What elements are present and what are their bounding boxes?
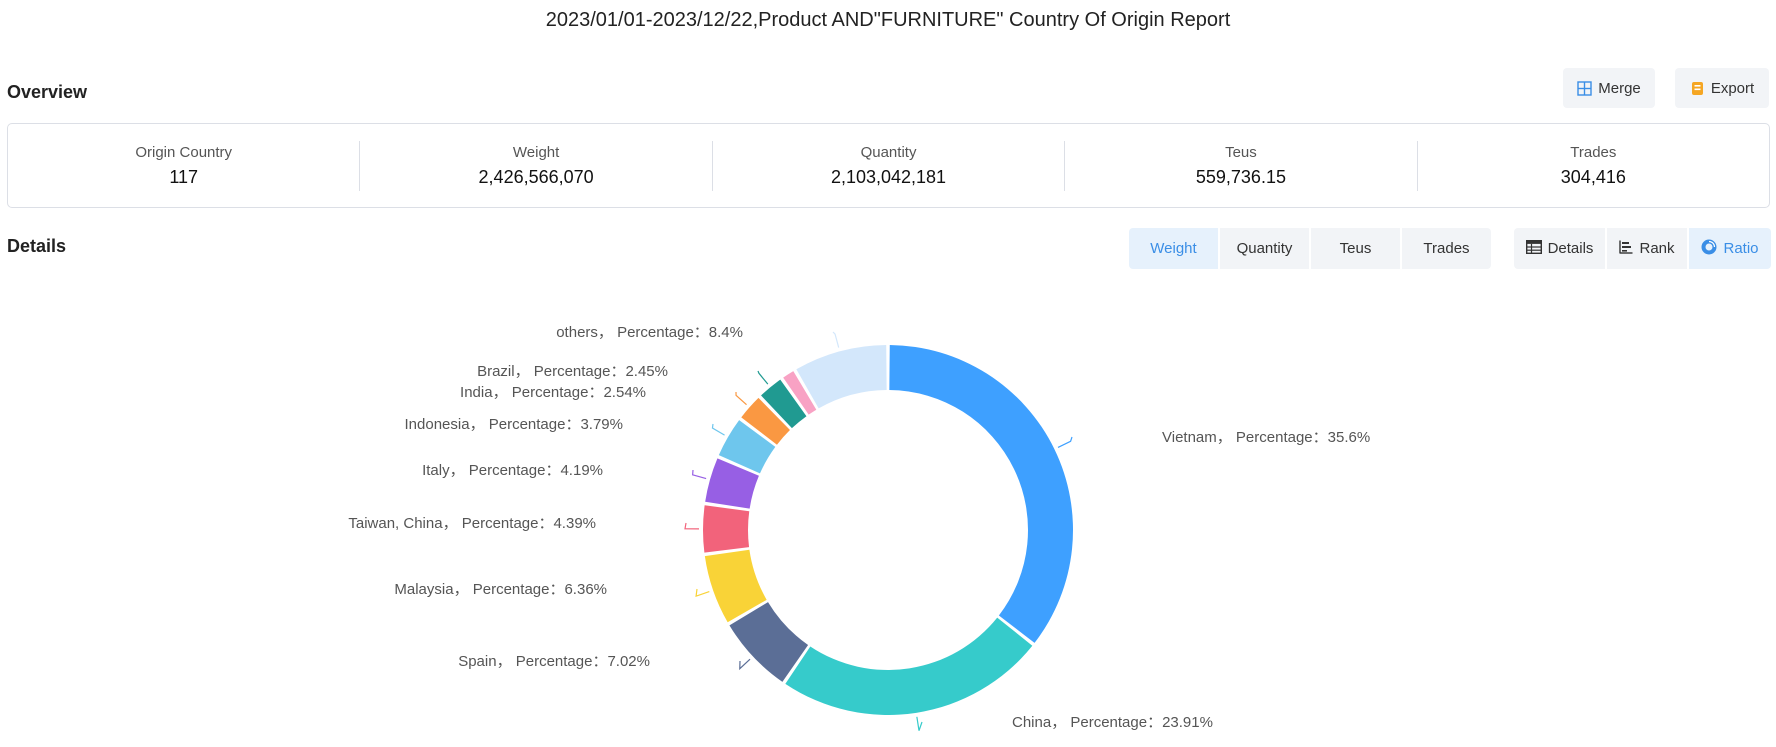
export-button[interactable]: Export xyxy=(1675,68,1769,108)
view-details-tab[interactable]: Details xyxy=(1514,228,1605,269)
leader-line xyxy=(757,370,769,385)
slice-label: Vietnam， Percentage：35.6% xyxy=(1162,429,1370,446)
export-icon xyxy=(1690,81,1705,96)
tab-weight[interactable]: Weight xyxy=(1129,228,1218,269)
donut-slice-taiwan-china[interactable] xyxy=(703,505,750,553)
stat-label: Origin Country xyxy=(135,143,233,161)
view-details-label: Details xyxy=(1547,240,1594,257)
stat-value: 304,416 xyxy=(1560,166,1626,187)
donut-slice-vietnam[interactable] xyxy=(889,345,1073,643)
view-tabs: Details Rank Ratio xyxy=(1514,228,1771,269)
stat-label: Trades xyxy=(1570,143,1617,161)
donut-icon xyxy=(1701,239,1717,259)
donut-leader-lines xyxy=(684,331,1073,731)
leader-line xyxy=(832,331,840,348)
donut-slice-brazil[interactable] xyxy=(761,379,807,429)
leader-line xyxy=(711,423,725,436)
leader-line xyxy=(695,588,710,598)
tab-trades[interactable]: Trades xyxy=(1402,228,1491,269)
slice-label: Brazil， Percentage：2.45% xyxy=(477,363,668,380)
stat-trades: Trades 304,416 xyxy=(1418,141,1769,191)
donut-slice-spain[interactable] xyxy=(729,602,809,682)
stat-value: 2,426,566,070 xyxy=(478,166,594,187)
leader-line xyxy=(916,716,923,731)
view-rank-tab[interactable]: Rank xyxy=(1607,228,1687,269)
stat-weight: Weight 2,426,566,070 xyxy=(360,140,713,191)
merge-icon xyxy=(1577,80,1592,96)
donut-labels: Vietnam， Percentage：35.6% China， Percenta… xyxy=(348,324,1370,731)
donut-slice-italy[interactable] xyxy=(705,458,759,509)
donut-slices xyxy=(703,345,1073,715)
metric-tabs: Weight Quantity Teus Trades xyxy=(1129,228,1491,269)
bar-rank-icon xyxy=(1619,240,1633,258)
stat-label: Teus xyxy=(1225,143,1257,161)
leader-line xyxy=(1057,436,1073,448)
view-ratio-tab[interactable]: Ratio xyxy=(1689,228,1771,269)
donut-slice-india[interactable] xyxy=(741,397,790,445)
stat-label: Weight xyxy=(512,143,560,161)
donut-slice-unlabeled[interactable] xyxy=(783,371,817,415)
overview-card: Origin Country 117 Weight 2,426,566,070 … xyxy=(7,123,1770,208)
slice-label: Malaysia， Percentage：6.36% xyxy=(394,581,607,598)
slice-label: India， Percentage：2.54% xyxy=(460,384,646,401)
donut-slice-others[interactable] xyxy=(796,345,887,409)
leader-line xyxy=(692,469,707,480)
donut-slice-china[interactable] xyxy=(785,617,1033,715)
stat-value: 559,736.15 xyxy=(1195,166,1286,187)
donut-slice-malaysia[interactable] xyxy=(704,549,767,623)
merge-label: Merge xyxy=(1598,79,1641,97)
tab-quantity[interactable]: Quantity xyxy=(1220,228,1309,269)
export-label: Export xyxy=(1710,79,1755,97)
report-title: 2023/01/01-2023/12/22,Product AND"FURNIT… xyxy=(545,9,1231,31)
slice-label: others， Percentage：8.4% xyxy=(556,324,743,341)
overview-title: Overview xyxy=(7,82,88,102)
stat-quantity: Quantity 2,103,042,181 xyxy=(713,140,1066,191)
slice-label: Indonesia， Percentage：3.79% xyxy=(405,416,623,433)
leader-line xyxy=(684,522,700,530)
leader-line xyxy=(739,658,751,671)
stat-value: 117 xyxy=(169,166,199,187)
leader-line xyxy=(735,391,747,406)
table-icon xyxy=(1525,239,1542,258)
stat-value: 2,103,042,181 xyxy=(830,166,947,187)
slice-label: China， Percentage：23.91% xyxy=(1012,714,1213,731)
details-title: Details xyxy=(7,236,67,256)
stat-teus: Teus 559,736.15 xyxy=(1065,140,1418,191)
slice-label: Spain， Percentage：7.02% xyxy=(458,653,650,670)
merge-button[interactable]: Merge xyxy=(1563,68,1655,108)
donut-slice-indonesia[interactable] xyxy=(718,420,776,474)
slice-label: Taiwan, China， Percentage：4.39% xyxy=(348,515,596,532)
slice-label: Italy， Percentage：4.19% xyxy=(422,462,603,479)
tab-teus[interactable]: Teus xyxy=(1311,228,1400,269)
view-rank-label: Rank xyxy=(1639,240,1675,257)
view-ratio-label: Ratio xyxy=(1723,240,1759,257)
stat-label: Quantity xyxy=(860,143,917,161)
stat-origin-country: Origin Country 117 xyxy=(8,140,361,191)
